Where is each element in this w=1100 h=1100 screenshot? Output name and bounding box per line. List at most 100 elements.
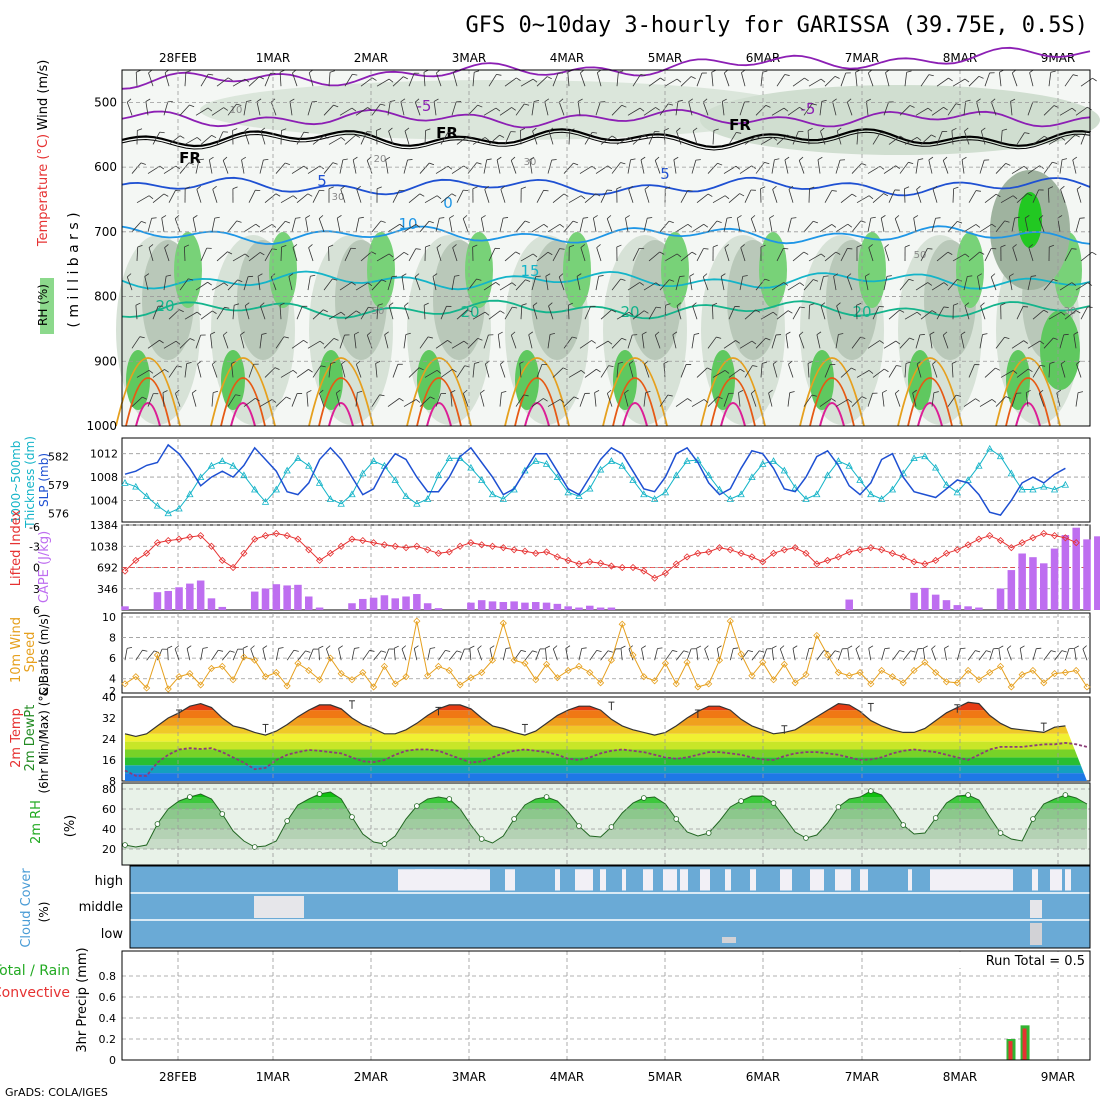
ytick-precip: 0	[109, 1054, 116, 1067]
wind-barb-flag	[532, 302, 538, 307]
wind-barb	[867, 393, 873, 407]
ytick-slp: 1004	[90, 494, 118, 507]
thickness-point	[1040, 482, 1048, 490]
wind-barb-flag	[769, 215, 775, 219]
isotherm-25	[504, 357, 570, 427]
wind-barb-flag	[332, 278, 338, 281]
wind-barb-flag	[772, 185, 777, 190]
li-point	[813, 560, 821, 568]
wind-barb-flag	[358, 216, 364, 219]
wind-barb	[147, 393, 154, 407]
li-point	[294, 535, 302, 543]
wind-barb	[435, 340, 448, 349]
wind-barb	[739, 165, 752, 174]
cape-bar	[531, 602, 540, 610]
wind-barb	[563, 162, 574, 174]
wind-barb	[979, 223, 992, 233]
wind-barb-flag	[1052, 161, 1058, 164]
wind-barb	[1011, 218, 1016, 232]
wind-barb-flag	[285, 162, 290, 166]
wind-barb	[707, 220, 718, 233]
wind-barb-flag	[975, 190, 981, 192]
rh-point	[608, 824, 615, 830]
wind-barb	[632, 74, 641, 87]
wind-barb-flag	[340, 185, 345, 190]
wind-barb-flag	[179, 135, 185, 139]
wind-barb-flag	[1040, 365, 1046, 367]
wind-barb-flag	[207, 107, 213, 112]
wind-barb-flag	[569, 128, 575, 131]
wind-barb	[1011, 72, 1018, 87]
wind-barb-flag	[755, 309, 761, 313]
wind-barb-flag	[144, 273, 150, 277]
wind-barb-flag	[836, 302, 841, 307]
wind-barb-flag	[1076, 185, 1082, 190]
wind-barb	[469, 648, 472, 661]
isotherm-35	[917, 402, 943, 427]
cape-bar	[1029, 557, 1037, 610]
wind-barb	[344, 134, 356, 145]
wind-barb	[665, 650, 673, 661]
wind-barb-flag	[964, 127, 969, 132]
date-label-bottom: 9MAR	[1041, 1070, 1076, 1084]
wind-barb	[1025, 392, 1029, 407]
wind-barb-flag	[722, 98, 727, 102]
wind-barb	[952, 188, 955, 203]
cloud-high	[467, 869, 477, 891]
wind-barb	[1075, 106, 1088, 116]
wind-barb	[1029, 72, 1034, 87]
wind-barb	[883, 101, 889, 116]
wind-barb-flag	[250, 645, 255, 650]
wind-barb	[296, 306, 303, 320]
wind-barb	[531, 223, 545, 233]
wind-barb-flag	[332, 162, 338, 165]
wind-barb	[673, 159, 677, 174]
wind-barb-flag	[1039, 340, 1045, 345]
wind-barb-flag	[192, 215, 198, 219]
cape-bar	[1061, 535, 1070, 610]
wind-barb	[644, 364, 650, 378]
thickness-point	[196, 473, 205, 481]
wind-barb-flag	[245, 302, 250, 307]
wind-barb	[944, 648, 947, 661]
wind-barb	[563, 336, 573, 349]
wind-barb-flag	[367, 107, 372, 111]
wind-barb	[552, 72, 559, 87]
wind-barb-flag	[449, 215, 454, 219]
wind-barb-flag	[1053, 337, 1059, 341]
wind-barb	[769, 217, 773, 232]
wind-barb-flag	[628, 185, 633, 190]
wind-barb-flag	[545, 645, 551, 649]
wind-barb	[931, 282, 945, 291]
wind-barb-flag	[520, 649, 526, 652]
rh-point	[673, 816, 680, 822]
thickness-point	[737, 490, 745, 498]
wind-barb	[692, 305, 698, 320]
wind-barb	[515, 394, 525, 407]
wind-barb-flag	[998, 645, 1004, 649]
wind-speed-point	[672, 680, 680, 688]
panel-frame	[121, 782, 1091, 866]
wind-barb-flag	[159, 131, 165, 134]
wind-barb	[855, 648, 861, 661]
wind-barb	[762, 648, 768, 661]
wind-barb-flag	[401, 645, 407, 650]
wind-barb-flag	[611, 135, 617, 139]
wind-barb	[452, 247, 458, 262]
ylabel-speed: Speed	[23, 632, 38, 673]
wind-barb-flag	[306, 390, 312, 393]
isotherm-25	[700, 357, 766, 427]
wind-barb	[163, 101, 169, 116]
run-total-label: Run Total = 0.5	[986, 954, 1085, 969]
wind-barb	[387, 398, 400, 407]
wind-barb	[440, 193, 453, 203]
temp-band	[125, 765, 1087, 774]
wind-barb-flag	[772, 137, 778, 141]
wind-barb-flag	[687, 189, 693, 192]
isotherm-30	[809, 377, 855, 427]
wind-speed-point	[521, 659, 529, 667]
li-point	[856, 546, 864, 554]
wind-barb	[264, 367, 276, 378]
wind-barb	[648, 77, 661, 87]
